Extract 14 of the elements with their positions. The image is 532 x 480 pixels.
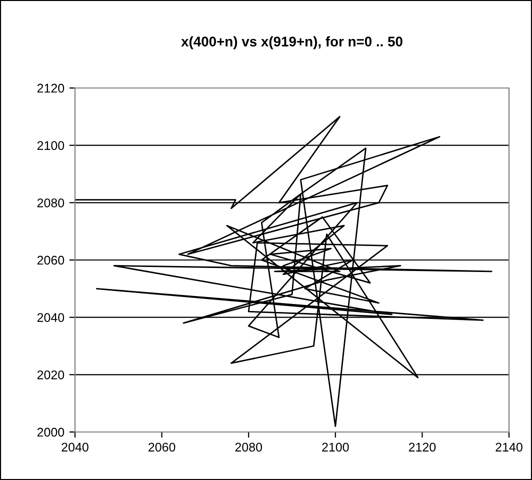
y-tick-label: 2000	[37, 428, 64, 437]
y-tick-label: 2120	[37, 84, 64, 93]
x-tick-label: 2060	[148, 442, 176, 452]
x-tick-label: 2080	[235, 442, 262, 452]
x-tick-label: 2120	[408, 442, 436, 452]
y-tick-label: 2040	[37, 313, 64, 322]
y-tick-label: 2100	[37, 141, 64, 150]
x-tick-label: 2040	[62, 442, 88, 452]
chart-title: x(400+n) vs x(919+n), for n=0 .. 50	[181, 36, 402, 50]
x-tick-label: 2140	[496, 442, 522, 452]
x-tick-label: 2100	[322, 442, 349, 452]
y-tick-label: 2060	[37, 256, 64, 265]
y-tick-label: 2080	[37, 198, 64, 208]
y-tick-label: 2020	[37, 370, 64, 380]
